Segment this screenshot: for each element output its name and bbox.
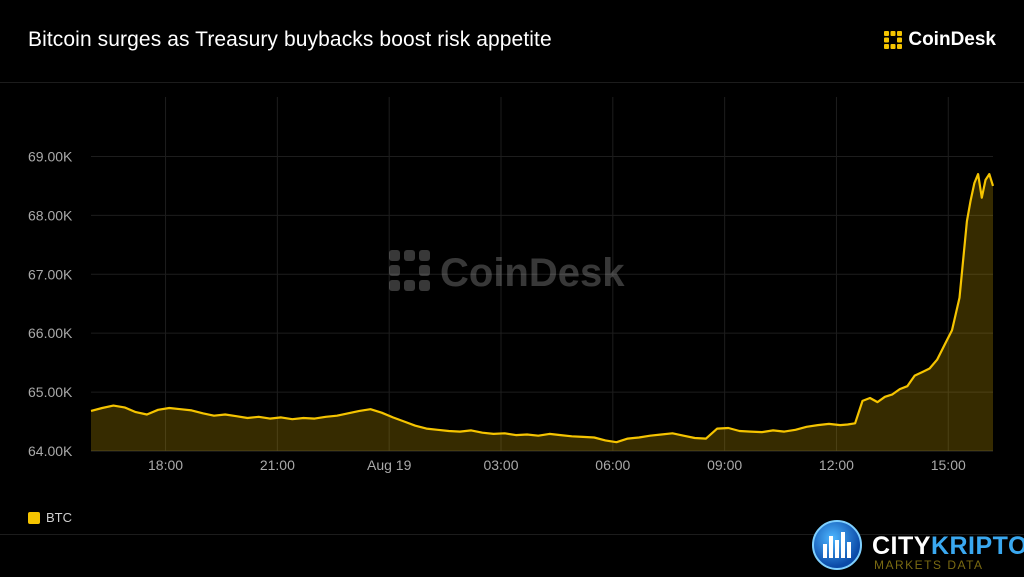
chart-series-layer xyxy=(90,173,995,444)
y-tick-label: 69.00K xyxy=(28,148,73,164)
watermark-text: CoinDesk xyxy=(440,251,625,295)
x-tick-label: 03:00 xyxy=(483,457,518,473)
partner-name-part1: CITY xyxy=(872,532,931,560)
coindesk-logo-icon xyxy=(884,31,903,49)
chart-legend: BTC xyxy=(28,510,72,525)
x-tick-label: 12:00 xyxy=(819,457,854,473)
legend-label-btc: BTC xyxy=(46,510,72,525)
btc-price-chart: CoinDesk 64.00K65.00K66.00K67.00K68.00K6… xyxy=(28,97,995,473)
y-axis: 64.00K 65.00K 66.00K 67.00K 68.00K 69.00K xyxy=(28,148,73,459)
partner-name: CITYKRIPTO xyxy=(872,532,1024,561)
partner-tagline: MARKETS DATA xyxy=(874,558,984,572)
chart-header: Bitcoin surges as Treasury buybacks boos… xyxy=(0,0,1024,83)
city-skyline-icon xyxy=(812,520,862,570)
watermark-logo-icon xyxy=(389,250,430,291)
brand-name: CoinDesk xyxy=(908,29,996,50)
chart-area xyxy=(91,174,993,451)
y-tick-label: 64.00K xyxy=(28,443,73,459)
partner-name-part2: KRIPTO xyxy=(930,532,1024,560)
btc-area-fill xyxy=(91,174,993,451)
partner-watermark: CITYKRIPTO MARKETS DATA xyxy=(808,518,1024,576)
x-axis: 18:00 21:00 Aug 19 03:00 06:00 09:00 12:00 15:0… xyxy=(148,457,966,473)
legend-swatch-btc xyxy=(28,511,40,524)
y-tick-label: 67.00K xyxy=(28,266,73,282)
chart-grid xyxy=(91,97,993,452)
x-tick-label: 18:00 xyxy=(148,457,183,473)
coindesk-watermark: CoinDesk xyxy=(389,250,625,295)
footer-divider xyxy=(0,534,1024,535)
chart-title: Bitcoin surges as Treasury buybacks boos… xyxy=(28,28,552,51)
x-tick-label: 09:00 xyxy=(707,457,742,473)
x-tick-label: Aug 19 xyxy=(367,457,412,473)
x-tick-label: 06:00 xyxy=(595,457,630,473)
skyline-graphic xyxy=(823,532,851,558)
x-tick-label: 21:00 xyxy=(260,457,295,473)
y-tick-label: 66.00K xyxy=(28,325,73,341)
x-tick-label: 15:00 xyxy=(931,457,966,473)
y-tick-label: 68.00K xyxy=(28,207,73,223)
brand-logo: CoinDesk xyxy=(883,29,996,51)
y-tick-label: 65.00K xyxy=(28,384,73,400)
btc-series-line xyxy=(90,173,995,444)
